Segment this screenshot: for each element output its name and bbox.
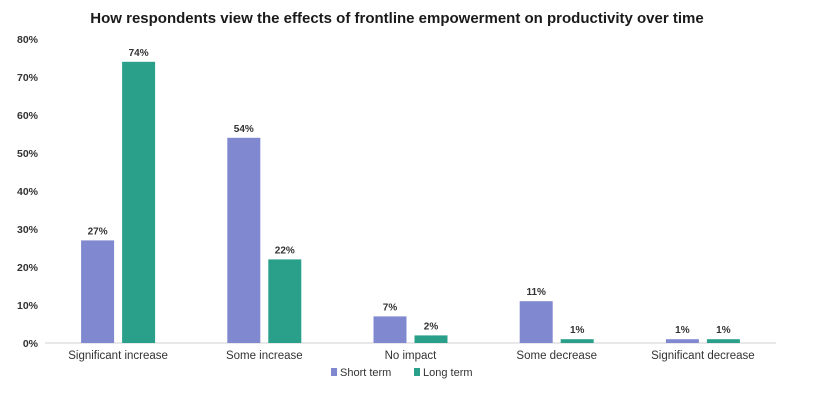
- y-tick-label: 50%: [17, 148, 39, 160]
- x-tick-label: Significant decrease: [651, 350, 755, 362]
- bar-long-term: [122, 61, 156, 344]
- data-label: 1%: [716, 325, 731, 336]
- y-tick-label: 40%: [17, 186, 39, 198]
- legend-swatch: [414, 368, 420, 376]
- y-tick-label: 80%: [17, 34, 39, 46]
- data-label: 7%: [383, 302, 398, 313]
- legend-label: Long term: [423, 367, 473, 379]
- data-label: 2%: [424, 321, 439, 332]
- bar-long-term: [414, 335, 448, 343]
- bar-short-term: [81, 240, 115, 343]
- x-tick-label: Some increase: [226, 350, 303, 362]
- x-tick-label: Significant increase: [68, 350, 168, 362]
- bar-short-term: [227, 137, 261, 343]
- data-label: 1%: [675, 325, 690, 336]
- bar-short-term: [373, 316, 407, 343]
- bar-short-term: [519, 301, 553, 343]
- bar-long-term: [268, 259, 302, 343]
- y-tick-label: 60%: [17, 110, 39, 122]
- bar-long-term: [706, 339, 740, 343]
- bar-short-term: [665, 339, 699, 343]
- bar-long-term: [560, 339, 594, 343]
- data-label: 1%: [570, 325, 585, 336]
- legend-swatch: [331, 368, 337, 376]
- y-tick-label: 70%: [17, 72, 39, 84]
- data-label: 11%: [526, 287, 546, 298]
- data-label: 74%: [129, 48, 149, 59]
- data-label: 27%: [88, 226, 108, 237]
- data-label: 54%: [234, 124, 254, 135]
- x-tick-label: No impact: [385, 350, 438, 362]
- legend-label: Short term: [340, 367, 391, 379]
- y-tick-label: 20%: [17, 262, 39, 274]
- y-tick-label: 30%: [17, 224, 39, 236]
- y-tick-label: 0%: [23, 338, 39, 350]
- y-tick-label: 10%: [17, 300, 39, 312]
- data-label: 22%: [275, 245, 295, 256]
- x-tick-label: Some decrease: [516, 350, 597, 362]
- chart-title: How respondents view the effects of fron…: [90, 10, 704, 27]
